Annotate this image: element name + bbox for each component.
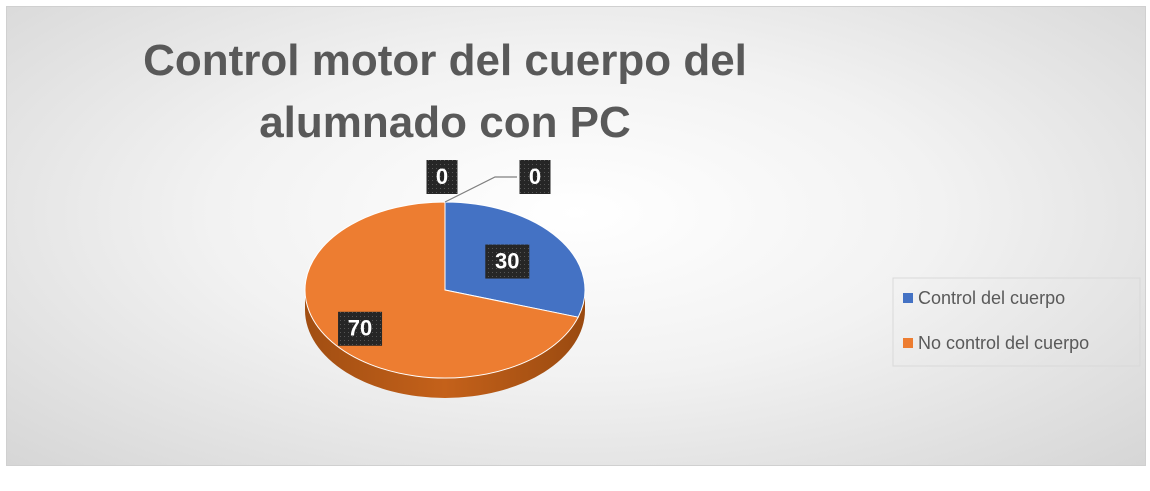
data-label: 0 — [529, 164, 541, 189]
legend-box — [892, 277, 1141, 367]
data-label-box — [519, 160, 551, 194]
data-label: 30 — [495, 248, 519, 273]
data-label: 70 — [348, 316, 372, 341]
pie-side — [305, 290, 585, 398]
legend-swatch — [903, 338, 913, 348]
legend-swatch — [903, 293, 913, 303]
data-label-box — [485, 244, 530, 279]
data-label: 0 — [436, 164, 448, 189]
leader-line — [444, 176, 517, 203]
chart-title: Control motor del cuerpo del alumnado co… — [143, 36, 747, 147]
chart-background — [6, 6, 1146, 466]
data-label-box — [426, 160, 458, 194]
legend-label: No control del cuerpo — [918, 333, 1089, 353]
data-label-box — [338, 311, 383, 346]
legend-label: Control del cuerpo — [918, 288, 1065, 308]
